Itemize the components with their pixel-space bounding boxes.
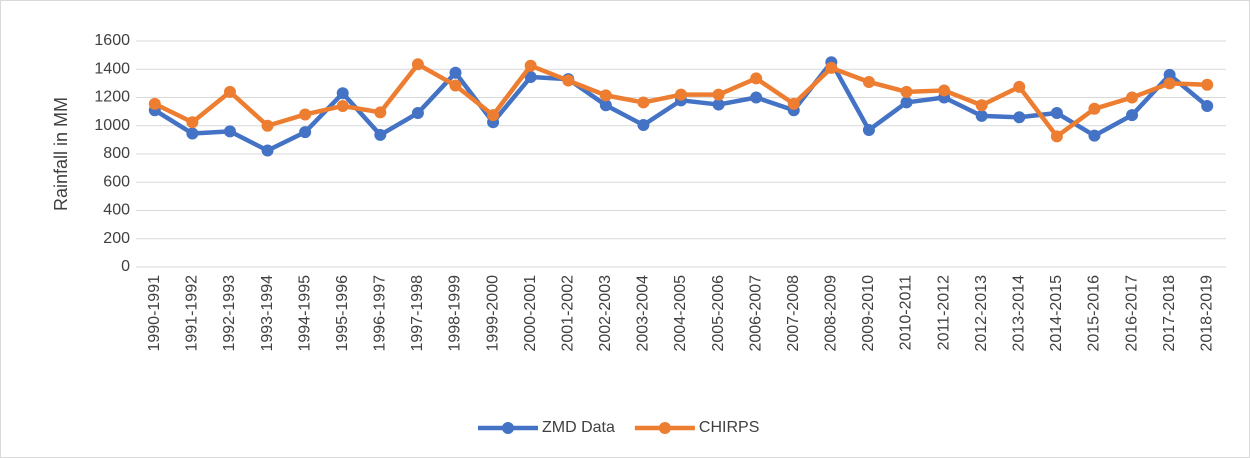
x-tick-label: 2012-2013 [973, 275, 990, 352]
data-point [148, 97, 161, 110]
legend-marker [502, 422, 514, 434]
y-tick-label: 600 [103, 173, 130, 190]
x-tick-label: 1996-1997 [372, 275, 389, 352]
data-point [524, 71, 537, 84]
data-point [261, 144, 274, 157]
legend-marker [658, 422, 671, 434]
x-tick-label: 1992-1993 [221, 275, 238, 352]
data-point [336, 99, 349, 112]
x-tick-label: 1990-1991 [146, 275, 163, 352]
data-point [900, 85, 913, 98]
data-point [712, 98, 725, 111]
data-point [637, 96, 650, 109]
x-tick-label: 1994-1995 [296, 275, 313, 352]
y-tick-label: 0 [121, 258, 130, 275]
data-point [223, 125, 236, 138]
data-point [862, 123, 875, 136]
x-tick-label: 2018-2019 [1198, 275, 1215, 352]
data-point [1163, 68, 1176, 81]
x-tick-label: 2016-2017 [1123, 275, 1140, 352]
y-tick-label: 400 [103, 202, 130, 219]
data-point [1050, 107, 1063, 120]
x-tick-label: 2015-2016 [1086, 275, 1103, 352]
y-tick-label: 1400 [94, 60, 130, 77]
data-point [1126, 109, 1139, 122]
data-point [637, 119, 650, 132]
data-point [1163, 77, 1176, 90]
data-point [374, 106, 387, 119]
data-point [524, 59, 537, 72]
x-tick-label: 2009-2010 [860, 275, 877, 352]
data-point [938, 84, 951, 97]
legend-label: ZMD Data [542, 419, 615, 436]
y-tick-label: 1000 [94, 117, 130, 134]
x-tick-label: 2002-2003 [597, 275, 614, 352]
x-tick-label: 1991-1992 [184, 275, 201, 352]
x-tick-label: 2011-2012 [935, 275, 952, 350]
y-tick-label: 200 [103, 230, 130, 247]
x-tick-label: 2010-2011 [898, 275, 915, 350]
x-tick-label: 2001-2002 [559, 275, 576, 352]
data-point [900, 96, 913, 109]
data-point [1201, 78, 1214, 91]
data-point [261, 119, 274, 132]
x-tick-label: 2003-2004 [635, 275, 652, 352]
data-point [599, 99, 612, 112]
y-axis-title: Rainfall in MM [51, 97, 71, 211]
data-point [975, 109, 988, 122]
data-point [411, 58, 424, 71]
data-point [787, 97, 800, 110]
data-point [1201, 99, 1214, 112]
data-point [862, 75, 875, 88]
data-point [825, 61, 838, 74]
x-tick-label: 2000-2001 [522, 275, 539, 352]
data-point [1088, 129, 1101, 142]
legend-label: CHIRPS [699, 419, 759, 436]
data-point [975, 99, 988, 112]
x-tick-label: 2005-2006 [710, 275, 727, 352]
x-tick-label: 2013-2014 [1010, 275, 1027, 352]
x-tick-label: 2014-2015 [1048, 275, 1065, 352]
x-tick-label: 1999-2000 [484, 275, 501, 352]
data-point [449, 66, 462, 79]
data-point [336, 87, 349, 100]
x-tick-label: 2007-2008 [785, 275, 802, 352]
y-tick-label: 1600 [94, 32, 130, 49]
data-point [411, 107, 424, 120]
data-point [750, 91, 763, 104]
data-point [1050, 130, 1063, 143]
data-point [487, 109, 500, 122]
x-tick-label: 1995-1996 [334, 275, 351, 352]
x-tick-label: 2006-2007 [747, 275, 764, 352]
x-tick-label: 2017-2018 [1161, 275, 1178, 352]
data-point [449, 79, 462, 92]
y-tick-label: 800 [103, 145, 130, 162]
data-point [1013, 80, 1026, 93]
x-tick-label: 2008-2009 [823, 275, 840, 352]
data-point [750, 72, 763, 85]
data-point [1126, 91, 1139, 104]
x-tick-label: 2004-2005 [672, 275, 689, 352]
data-point [186, 116, 199, 129]
data-point [186, 127, 199, 140]
data-point [712, 88, 725, 101]
data-point [675, 88, 687, 101]
data-point [299, 126, 312, 139]
data-point [299, 108, 312, 121]
data-point [562, 74, 575, 87]
x-tick-label: 1993-1994 [259, 275, 276, 352]
data-point [1088, 102, 1101, 115]
data-point [374, 128, 387, 141]
data-point [223, 85, 236, 98]
data-point [1013, 111, 1026, 124]
x-tick-label: 1997-1998 [409, 275, 426, 352]
y-tick-label: 1200 [94, 89, 130, 106]
data-point [599, 89, 612, 102]
x-tick-label: 1998-1999 [447, 275, 464, 352]
